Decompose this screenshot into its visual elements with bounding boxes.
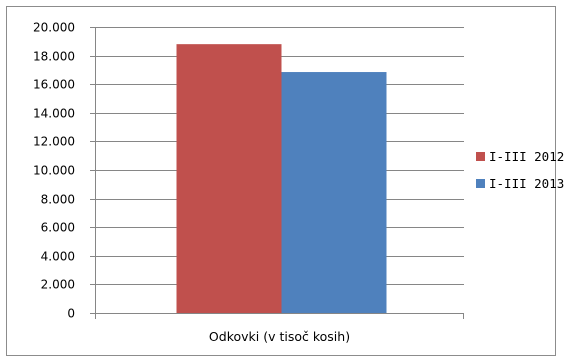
y-tick-label: 10.000	[33, 164, 75, 178]
bars	[176, 44, 387, 313]
legend-label: I-III 2012	[489, 149, 564, 164]
x-category-label: Odkovki (v tisoč kosih)	[209, 329, 350, 344]
y-tick-label: 14.000	[33, 107, 75, 121]
y-tick-label: 4.000	[41, 250, 75, 264]
y-tick-label: 8.000	[41, 193, 75, 207]
y-tick-label: 0	[67, 307, 75, 321]
legend-swatch	[476, 152, 485, 161]
legend: I-III 2012 I-III 2013	[476, 149, 564, 191]
y-tick-label: 20.000	[33, 21, 75, 35]
y-tick-label: 16.000	[33, 78, 75, 92]
bar-i-iii-2013	[281, 72, 387, 313]
bar-i-iii-2012	[176, 44, 282, 313]
y-tick-label: 12.000	[33, 135, 75, 149]
y-tick-label: 2.000	[41, 278, 75, 292]
y-tick-label: 18.000	[33, 50, 75, 64]
x-category-labels: Odkovki (v tisoč kosih)	[209, 329, 350, 344]
y-tick-labels: 0 2.000 4.000 6.000 8.000 10.000 12.000 14.000 1…	[33, 21, 75, 321]
axes	[90, 27, 464, 319]
legend-label: I-III 2013	[489, 176, 564, 191]
y-tick-label: 6.000	[41, 221, 75, 235]
legend-swatch	[476, 179, 485, 188]
